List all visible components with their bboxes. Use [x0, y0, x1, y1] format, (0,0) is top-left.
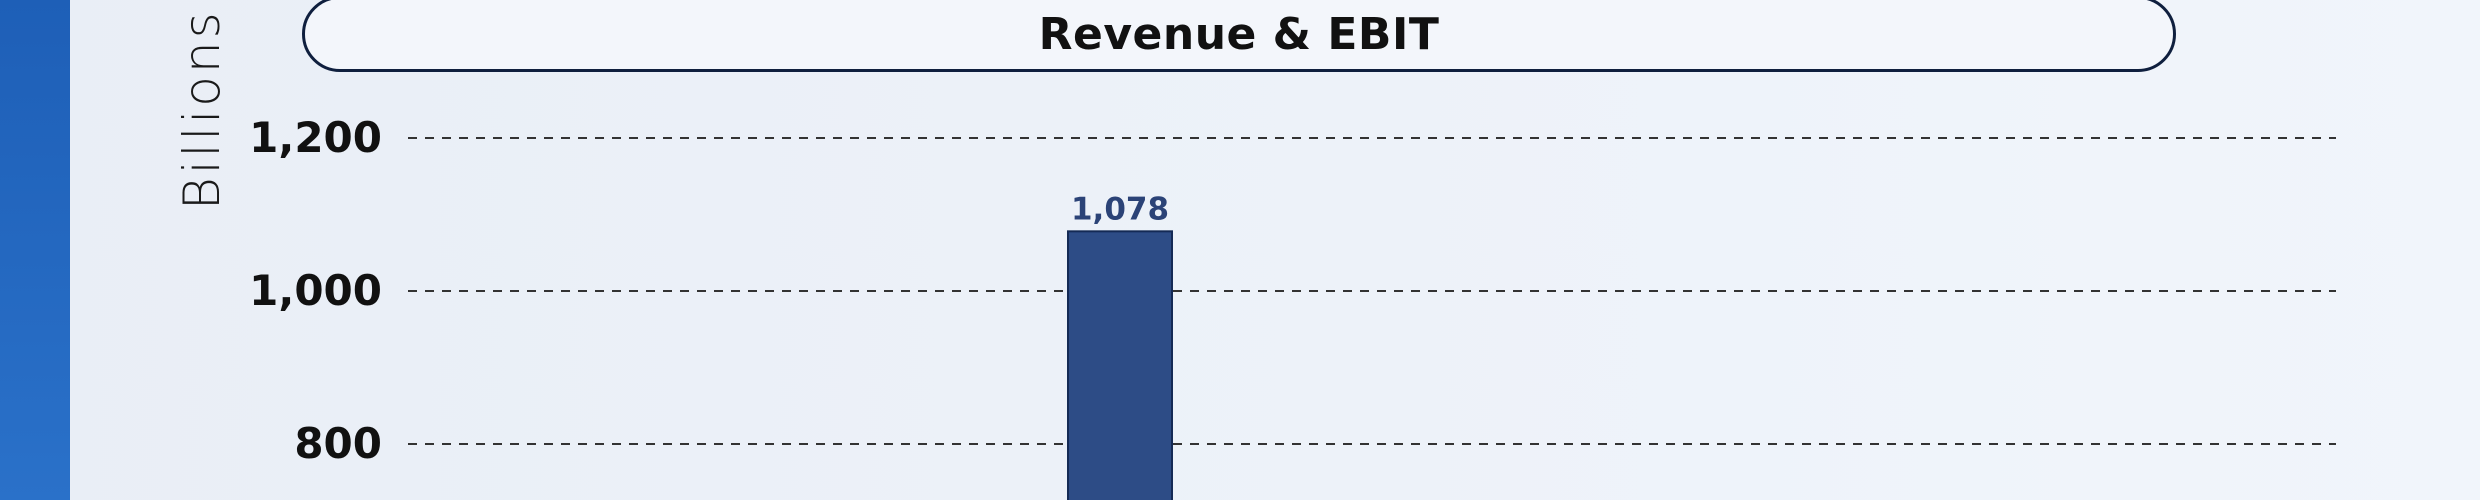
bar-data-label: 1,078: [1071, 191, 1169, 227]
y-tick-label: 800: [294, 419, 382, 468]
chart-title: Revenue & EBIT: [1038, 8, 1440, 60]
chart-title-banner: Revenue & EBIT: [302, 0, 2176, 72]
bar: [1067, 230, 1173, 500]
y-tick-label: 1,000: [249, 266, 382, 315]
y-tick-label: 1,200: [249, 113, 382, 162]
left-accent-band: [0, 0, 70, 500]
